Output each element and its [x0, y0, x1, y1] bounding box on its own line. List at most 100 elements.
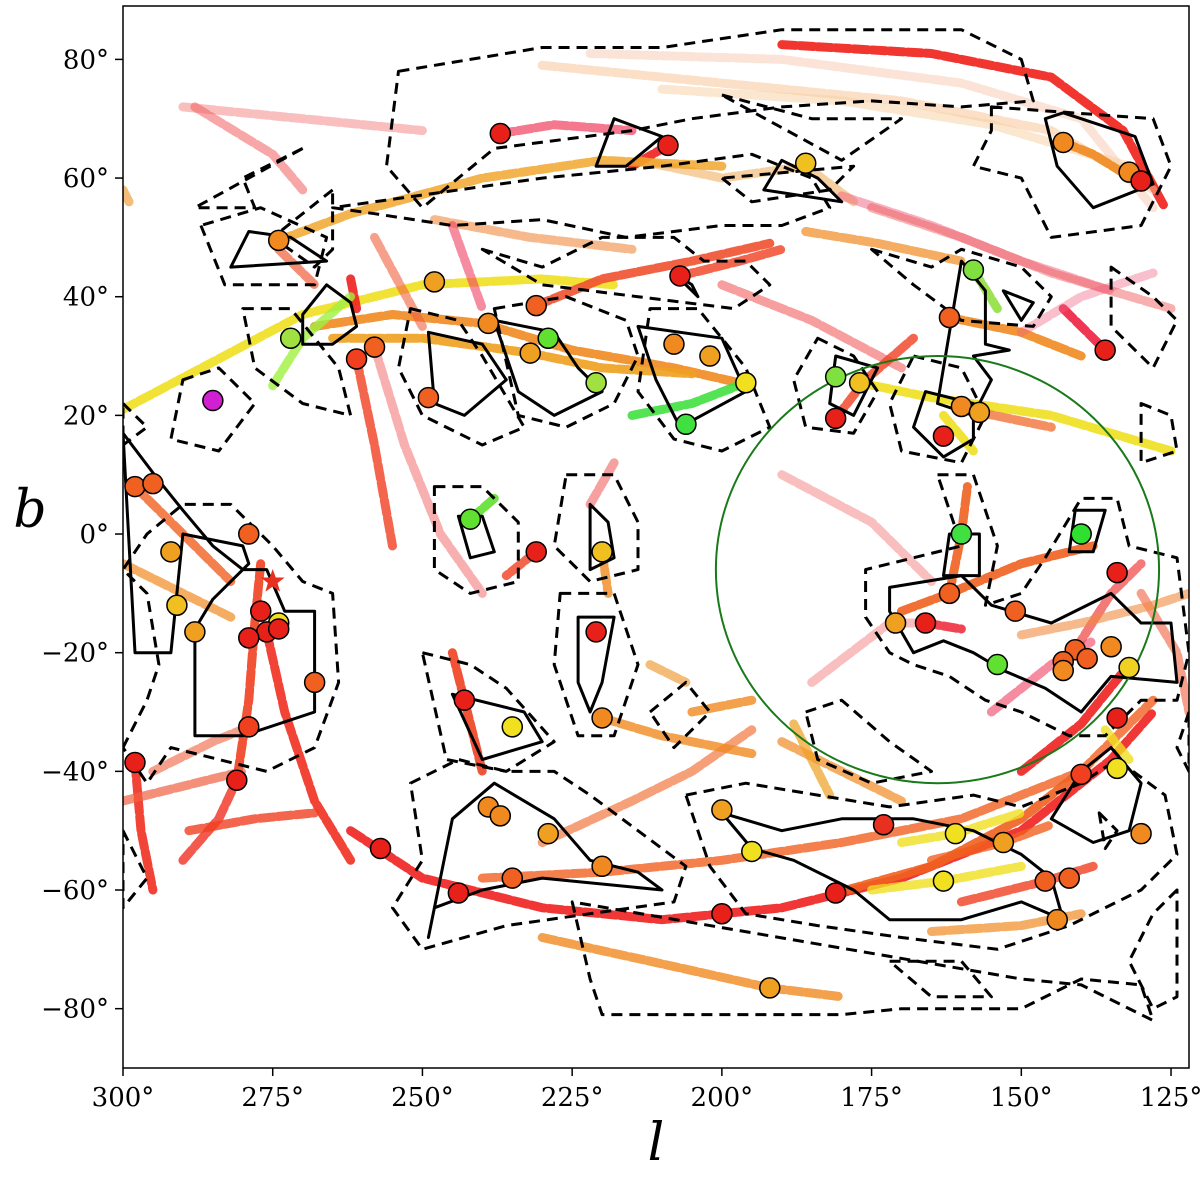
data-point-12: [938, 306, 961, 329]
data-point-64: [238, 716, 260, 738]
data-point-43: [1004, 600, 1027, 622]
track-11: [274, 244, 320, 290]
data-point-53: [914, 612, 937, 634]
data-point-33: [142, 472, 164, 495]
data-point-69: [1106, 757, 1128, 780]
x-axis-ticks: 300° 275° 250° 225° 200° 175° 150° 125°: [92, 1068, 1200, 1113]
data-point-72: [489, 805, 512, 827]
dashed-region-14: [636, 307, 772, 453]
track-4: [495, 120, 637, 139]
data-point-79: [741, 840, 763, 863]
dashed-region-2: [971, 105, 1173, 239]
y-tick-label: −60°: [41, 876, 109, 906]
dashed-region-31: [1097, 811, 1119, 850]
solid-region-16: [576, 615, 616, 714]
track-73: [687, 695, 757, 717]
solid-region-1: [1043, 111, 1155, 210]
solid-region-17: [450, 692, 544, 761]
y-axis-ticks: 80° 60° 40° 20° 0° −20° −40° −60° −80°: [41, 45, 123, 1025]
data-point-24: [848, 371, 871, 394]
data-point-42: [938, 582, 961, 605]
solid-region-13: [123, 431, 317, 738]
track-28: [867, 203, 1176, 314]
data-point-16: [363, 336, 386, 358]
dashed-region-19: [1139, 402, 1179, 465]
track-36: [777, 470, 936, 586]
data-point-15: [345, 348, 368, 370]
track-8: [123, 185, 134, 207]
dashed-region-9: [870, 247, 1053, 328]
data-point-17: [537, 327, 559, 349]
track-76: [178, 102, 427, 136]
data-point-55: [1076, 647, 1098, 670]
dashed-region-21: [123, 829, 149, 910]
x-tick-label: 150°: [990, 1083, 1053, 1113]
solid-region-11: [936, 259, 1011, 417]
track-35: [974, 407, 1056, 432]
data-point-70: [226, 769, 248, 792]
data-point-10: [525, 294, 547, 317]
data-point-76: [944, 822, 967, 845]
solid-region-21: [426, 781, 664, 939]
data-point-28: [824, 407, 847, 430]
track-44: [123, 766, 248, 806]
data-point-77: [1130, 822, 1152, 845]
data-point-0: [489, 122, 512, 145]
data-point-67: [124, 751, 146, 774]
track-25: [801, 227, 966, 266]
data-point-30: [968, 401, 991, 424]
dashed-region-0: [385, 28, 1035, 210]
data-point-78: [369, 837, 392, 860]
data-point-6: [267, 229, 290, 252]
dashed-region-26: [648, 680, 712, 750]
x-tick-label: 225°: [541, 1083, 604, 1113]
dashed-region-24: [552, 591, 640, 738]
data-point-66: [1106, 707, 1128, 729]
solid-region-8: [636, 324, 748, 429]
solid-contour-regions: [123, 111, 1179, 939]
track-38: [123, 559, 236, 622]
track-66: [1016, 588, 1189, 640]
y-tick-label: −20°: [41, 639, 109, 669]
y-tick-label: 80°: [63, 45, 109, 75]
track-42: [130, 758, 158, 895]
data-point-58: [986, 653, 1009, 676]
data-point-52: [884, 612, 907, 634]
star-marker: [260, 569, 285, 592]
trajectory-tracks: [123, 40, 1189, 1002]
data-point-7: [669, 265, 691, 287]
data-point-86: [447, 882, 470, 904]
dashed-region-3: [193, 146, 305, 210]
data-point-3: [1052, 131, 1074, 154]
y-tick-label: 40°: [63, 283, 109, 313]
data-point-81: [591, 855, 613, 878]
dashed-region-32: [1127, 888, 1179, 1011]
data-point-39: [525, 541, 547, 563]
dashed-region-34: [888, 959, 993, 999]
data-point-59: [1118, 656, 1140, 679]
track-12: [123, 274, 619, 414]
data-point-8: [962, 259, 985, 281]
data-point-65: [501, 716, 524, 738]
track-75: [1100, 725, 1134, 764]
data-point-87: [824, 882, 847, 904]
solid-region-20: [888, 574, 1179, 714]
data-point-45: [249, 600, 272, 622]
solid-region-5: [301, 283, 359, 346]
dashed-region-20: [123, 502, 341, 785]
dashed-region-35: [1175, 710, 1189, 773]
track-63: [1016, 660, 1134, 776]
dashed-region-1: [720, 93, 903, 162]
data-point-9: [423, 271, 446, 293]
data-point-19: [663, 333, 685, 355]
x-tick-label: 200°: [691, 1083, 754, 1113]
x-tick-label: 300°: [92, 1083, 155, 1113]
data-point-90: [759, 977, 781, 999]
dashed-region-27: [864, 473, 1189, 738]
data-point-83: [932, 870, 955, 892]
data-point-49: [267, 618, 290, 640]
data-point-41: [1106, 561, 1128, 584]
data-point-68: [1070, 763, 1092, 786]
track-51: [597, 713, 757, 759]
data-point-36: [950, 523, 973, 545]
